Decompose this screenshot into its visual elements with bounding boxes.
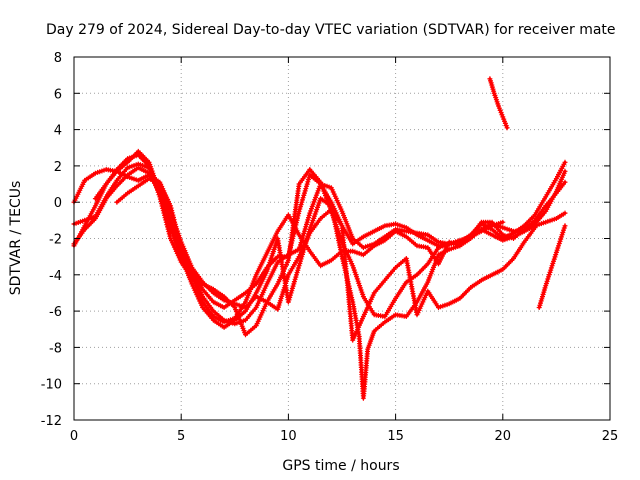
- series-markers: [536, 223, 568, 310]
- y-tick-label: -4: [49, 269, 62, 284]
- x-tick-label: 5: [177, 429, 185, 444]
- chart-title: Day 279 of 2024, Sidereal Day-to-day VTE…: [46, 22, 616, 38]
- data-series-layer: [71, 76, 568, 401]
- x-axis-label: GPS time / hours: [282, 458, 399, 474]
- y-tick-label: 0: [54, 196, 62, 211]
- series-markers: [114, 176, 538, 343]
- y-tick-label: 4: [54, 124, 62, 139]
- axis-ticks: 0 5 10 15 20 25 -12 -10 -8 -6 -4 -2 0 2 4 6 8: [41, 51, 619, 444]
- series-track-8: [536, 223, 568, 310]
- series-line: [72, 168, 567, 324]
- series-track-7: [487, 76, 510, 131]
- y-tick-label: -8: [49, 341, 62, 356]
- y-axis-label: SDTVAR / TECUs: [8, 181, 24, 296]
- x-tick-label: 10: [280, 429, 297, 444]
- y-tick-label: -10: [41, 378, 62, 393]
- y-tick-label: 8: [54, 51, 62, 66]
- y-tick-label: -6: [49, 305, 62, 320]
- x-tick-label: 20: [495, 429, 512, 444]
- y-tick-label: 6: [54, 87, 62, 102]
- y-tick-label: 2: [54, 160, 62, 175]
- series-markers: [487, 76, 510, 131]
- series-track-6: [114, 176, 538, 343]
- x-tick-label: 15: [387, 429, 404, 444]
- x-tick-label: 25: [602, 429, 619, 444]
- y-tick-label: -12: [41, 414, 62, 429]
- y-tick-label: -2: [49, 233, 62, 248]
- x-tick-label: 0: [70, 429, 78, 444]
